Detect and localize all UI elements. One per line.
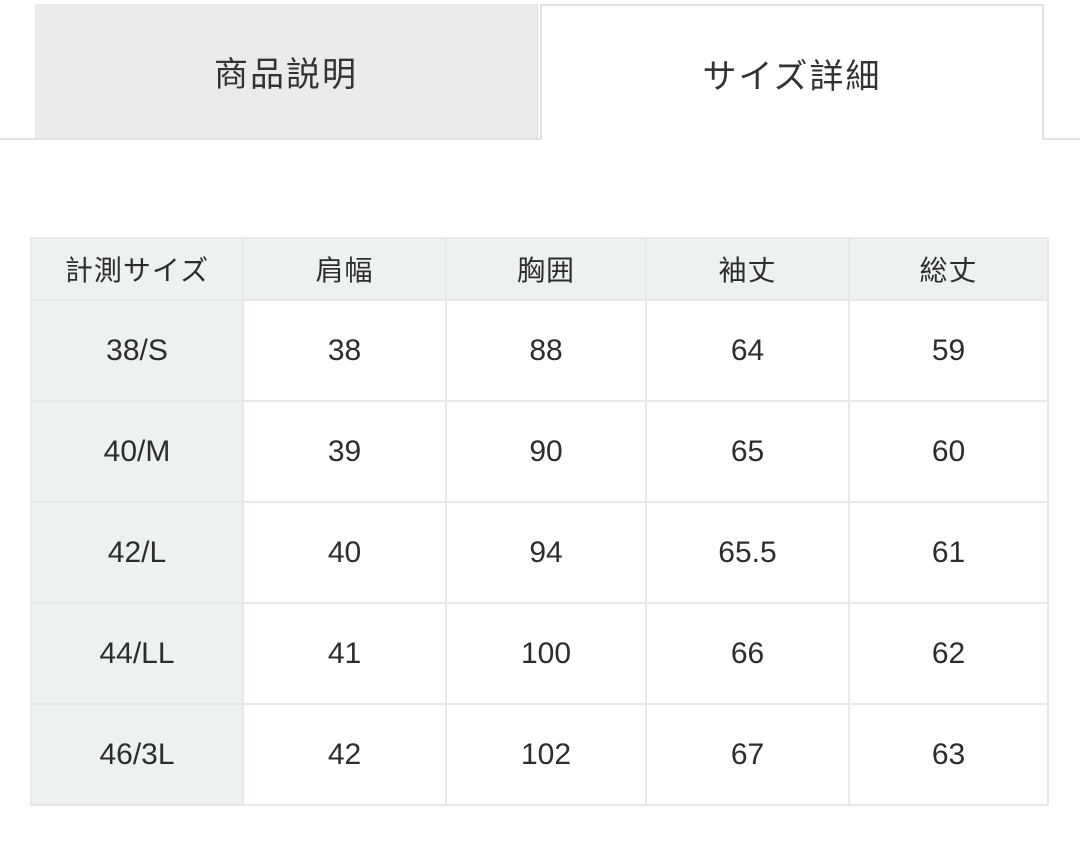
size-cell: 60 (848, 400, 1049, 503)
size-cell: 38 (242, 299, 447, 402)
tab-product-description[interactable]: 商品説明 (35, 4, 538, 138)
column-header-sleeve-length: 袖丈 (645, 237, 850, 301)
size-cell: 65 (645, 400, 850, 503)
table-row: 44/LL 41 100 66 62 (30, 602, 1049, 705)
table-row: 46/3L 42 102 67 63 (30, 703, 1049, 806)
size-table: 計測サイズ 肩幅 胸囲 袖丈 総丈 38/S 38 88 64 59 40/M (30, 237, 1049, 806)
tab-size-details[interactable]: サイズ詳細 (540, 4, 1044, 140)
size-table-header-row: 計測サイズ 肩幅 胸囲 袖丈 総丈 (30, 237, 1049, 301)
size-cell: 88 (445, 299, 647, 402)
size-cell: 42 (242, 703, 447, 806)
table-row: 38/S 38 88 64 59 (30, 299, 1049, 402)
size-row-label: 44/LL (30, 602, 244, 705)
size-row-label: 42/L (30, 501, 244, 604)
size-cell: 61 (848, 501, 1049, 604)
size-cell: 66 (645, 602, 850, 705)
size-cell: 65.5 (645, 501, 850, 604)
size-table-container: 計測サイズ 肩幅 胸囲 袖丈 総丈 38/S 38 88 64 59 40/M (30, 237, 1049, 806)
size-cell: 67 (645, 703, 850, 806)
size-row-label: 38/S (30, 299, 244, 402)
size-cell: 39 (242, 400, 447, 503)
tab-product-description-label: 商品説明 (214, 55, 358, 94)
size-row-label: 40/M (30, 400, 244, 503)
size-cell: 64 (645, 299, 850, 402)
size-cell: 102 (445, 703, 647, 806)
size-cell: 63 (848, 703, 1049, 806)
table-row: 42/L 40 94 65.5 61 (30, 501, 1049, 604)
column-header-total-length: 総丈 (848, 237, 1049, 301)
size-row-label: 46/3L (30, 703, 244, 806)
size-cell: 59 (848, 299, 1049, 402)
size-cell: 100 (445, 602, 647, 705)
size-cell: 62 (848, 602, 1049, 705)
column-header-shoulder-width: 肩幅 (242, 237, 447, 301)
size-cell: 94 (445, 501, 647, 604)
tab-bar: 商品説明 サイズ詳細 (0, 0, 1080, 140)
column-header-chest: 胸囲 (445, 237, 647, 301)
tab-size-details-label: サイズ詳細 (702, 57, 882, 96)
table-row: 40/M 39 90 65 60 (30, 400, 1049, 503)
size-cell: 90 (445, 400, 647, 503)
size-cell: 41 (242, 602, 447, 705)
column-header-measured-size: 計測サイズ (30, 237, 244, 301)
size-cell: 40 (242, 501, 447, 604)
